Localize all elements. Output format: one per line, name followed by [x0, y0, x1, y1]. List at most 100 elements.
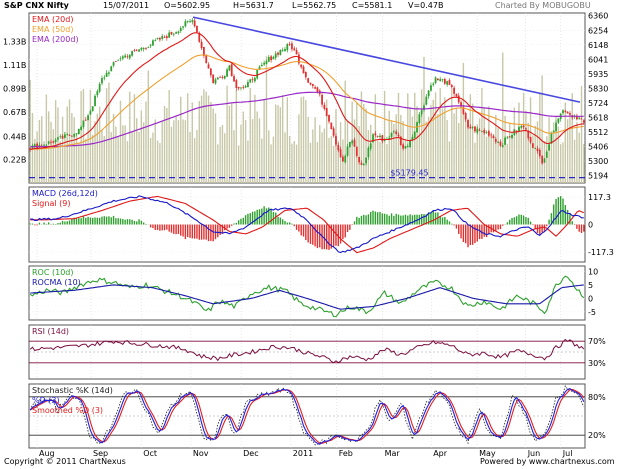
candle-body: [413, 131, 416, 138]
volume-bar: [416, 106, 418, 183]
macd-histogram-bar: [488, 224, 490, 234]
macd-histogram-bar: [548, 219, 550, 225]
volume-bar: [490, 135, 492, 183]
candle-body: [541, 155, 544, 164]
candle-body: [184, 21, 187, 27]
volume-bar: [319, 125, 321, 183]
candle-body: [337, 145, 340, 151]
candle-body: [467, 120, 469, 128]
macd-histogram-bar: [344, 224, 346, 238]
macd-histogram-bar: [29, 223, 31, 225]
candle-body: [471, 127, 474, 128]
macd-histogram-bar: [224, 224, 226, 231]
y-tick-label: 6360: [588, 12, 608, 21]
macd-histogram-bar: [342, 224, 344, 240]
macd-histogram-bar: [383, 213, 386, 225]
resistance-trendline: [192, 16, 581, 103]
macd-histogram-bar: [235, 222, 238, 225]
candle-body: [110, 66, 113, 72]
candle-body: [47, 141, 50, 144]
candle-body: [434, 77, 437, 83]
candle-body: [569, 113, 571, 115]
macd-histogram-bar: [397, 214, 400, 225]
legend-rsi-14d-: RSI (14d): [32, 327, 69, 336]
macd-histogram-bar: [219, 224, 221, 235]
macd-histogram-bar: [92, 217, 94, 225]
volume-bar: [557, 126, 560, 183]
candle-body: [392, 131, 395, 133]
volume-bar: [365, 108, 367, 183]
candle-body: [536, 148, 539, 152]
legend-ema-50d-: EMA (50d): [32, 25, 73, 34]
y-tick-label: 80%: [588, 393, 606, 402]
macd-histogram-bar: [45, 223, 48, 225]
candle-body: [506, 137, 509, 139]
volume-bar: [214, 113, 217, 183]
macd-histogram-bar: [376, 212, 379, 225]
rsi-line: [29, 338, 585, 364]
volume-bar: [189, 131, 191, 183]
volume-bar: [231, 102, 233, 183]
candle-body: [244, 86, 247, 88]
candle-body: [423, 105, 425, 110]
macd-histogram-bar: [441, 217, 444, 225]
candle-body: [436, 78, 439, 81]
volume-bar: [580, 85, 583, 183]
volume-bar: [286, 97, 289, 183]
candle-body: [545, 151, 548, 158]
candle-body: [330, 122, 333, 130]
candle-body: [578, 117, 581, 119]
macd-histogram-bar: [509, 219, 511, 225]
macd-histogram-bar: [231, 224, 233, 226]
macd-histogram-bar: [439, 215, 441, 225]
macd-histogram-bar: [140, 220, 143, 225]
y-tick-label: 6041: [588, 55, 608, 64]
macd-histogram-bar: [237, 220, 240, 225]
macd-histogram-bar: [145, 223, 147, 225]
macd-histogram-bar: [578, 224, 580, 232]
volume-bar: [43, 141, 45, 183]
volume-bar: [441, 108, 444, 183]
macd-histogram-bar: [367, 214, 370, 225]
legend-ema-20d-: EMA (20d): [32, 15, 73, 24]
volume-bar: [161, 121, 163, 183]
macd-histogram-bar: [571, 221, 573, 225]
volume-bar: [98, 106, 101, 183]
candle-body: [314, 87, 317, 89]
volume-bar: [499, 144, 502, 183]
macd-histogram-bar: [476, 224, 478, 242]
macd-histogram-bar: [75, 218, 78, 225]
macd-histogram-bar: [36, 224, 38, 226]
macd-histogram-bar: [82, 216, 85, 225]
volume-bar: [270, 144, 272, 183]
macd-histogram-bar: [328, 224, 330, 250]
candle-body: [36, 143, 39, 149]
candle-body: [501, 145, 504, 147]
candle-body: [61, 135, 64, 139]
macd-histogram-bar: [532, 224, 534, 226]
volume-bar: [258, 118, 261, 183]
candle-body: [566, 111, 569, 114]
macd-histogram-bar: [559, 196, 562, 225]
candle-body: [193, 20, 196, 27]
candle-body: [522, 125, 525, 128]
panel-frame-roc: [28, 265, 586, 321]
macd-histogram-bar: [513, 217, 516, 225]
candle-body: [487, 131, 490, 136]
macd-histogram-bar: [138, 219, 140, 225]
volume-bar: [527, 122, 529, 183]
candle-body: [307, 78, 310, 83]
volume-bar: [488, 106, 490, 183]
volume-bar: [203, 89, 205, 183]
macd-histogram-bar: [152, 224, 154, 229]
macd-histogram-bar: [404, 214, 407, 225]
macd-histogram-bar: [566, 209, 569, 225]
macd-histogram-bar: [291, 223, 293, 225]
volume-bar: [569, 113, 571, 183]
candle-body: [216, 77, 219, 80]
volume-bar: [323, 128, 326, 183]
macd-histogram-bar: [175, 224, 177, 235]
macd-histogram-bar: [263, 206, 265, 225]
stoch-k-line: [29, 385, 585, 446]
volume-bar: [34, 139, 36, 183]
